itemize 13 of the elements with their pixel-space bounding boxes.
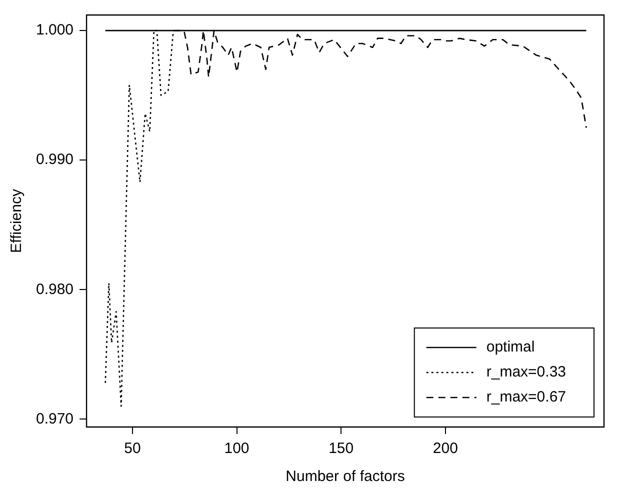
legend-label: r_max=0.33 xyxy=(486,364,566,381)
x-tick-label: 200 xyxy=(432,440,458,458)
y-tick-label: 0.980 xyxy=(36,280,74,298)
x-axis-title: Number of factors xyxy=(286,468,405,486)
legend-label: optimal xyxy=(486,338,535,356)
x-tick-label: 150 xyxy=(328,440,354,458)
y-tick-label: 0.970 xyxy=(36,410,74,428)
x-tick-label: 100 xyxy=(224,440,250,458)
legend-label: r_max=0.67 xyxy=(486,388,566,406)
y-tick-label: 1.000 xyxy=(36,22,74,39)
y-axis-title: Efficiency xyxy=(8,188,26,253)
x-tick-label: 50 xyxy=(124,440,141,458)
y-tick-label: 0.990 xyxy=(36,151,74,168)
